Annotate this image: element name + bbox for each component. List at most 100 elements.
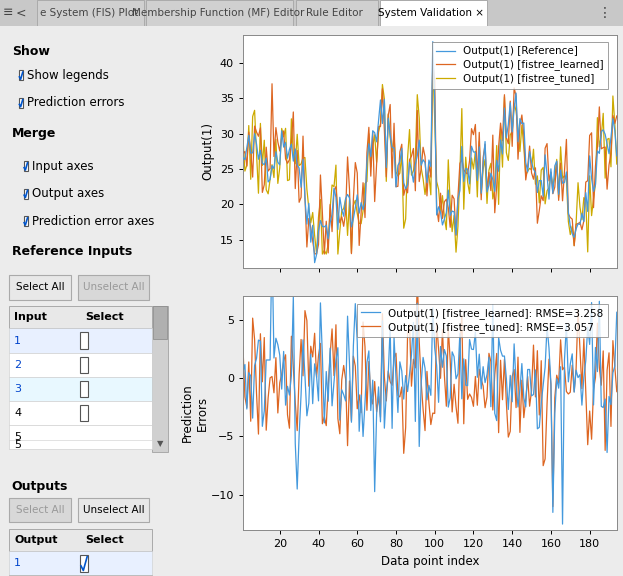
Output(1) [fistree_tuned]: RMSE=3.057: (161, -11): RMSE=3.057: (161, -11) [549,503,556,510]
Y-axis label: Output(1): Output(1) [201,122,214,180]
Output(1) [fistree_learned]: RMSE=3.258: (194, 5.63): RMSE=3.258: (194, 5.63) [613,309,621,316]
Text: Rule Editor: Rule Editor [307,8,363,18]
Bar [24,189,28,199]
Output(1) [fistree_learned] [437,190,444,196]
Bar [24,161,28,171]
Output(1) [fistree_learned]: RMSE=3.258: (42, 1.9): RMSE=3.258: (42, 1.9) [318,353,326,359]
Text: <: < [16,6,26,20]
Bar [37,0,144,26]
Output(1) [Reference] [239,154,247,161]
Output(1) [Reference] [311,259,318,266]
Output(1) [fistree_learned]: RMSE=3.258: (151, -1.41): RMSE=3.258: (151, -1.41) [530,391,537,398]
Text: 1: 1 [14,336,21,346]
FancyBboxPatch shape [9,498,71,522]
Text: Select All: Select All [16,505,65,515]
Legend: Output(1) [Reference], Output(1) [fistree_learned], Output(1) [fistree_tuned]: Output(1) [Reference], Output(1) [fistre… [432,42,608,89]
Text: System Validation ×: System Validation × [378,8,485,18]
Output(1) [fistree_tuned] [318,251,326,257]
Output(1) [fistree_tuned] [239,135,247,142]
Bar [153,306,167,339]
Line: Output(1) [fistree_tuned]: Output(1) [fistree_tuned] [243,63,617,254]
FancyBboxPatch shape [78,275,149,300]
Output(1) [fistree_tuned]: RMSE=3.057: (151, 2.82): RMSE=3.057: (151, 2.82) [530,342,537,348]
Output(1) [fistree_tuned]: RMSE=3.057: (91, 8.62): RMSE=3.057: (91, 8.62) [414,274,421,281]
Bar [9,328,151,353]
Bar [9,425,151,449]
Output(1) [fistree_learned]: RMSE=3.258: (1, 0.52): RMSE=3.258: (1, 0.52) [239,369,247,376]
Bar [9,529,151,551]
Text: ▼: ▼ [156,439,163,449]
Output(1) [fistree_learned]: RMSE=3.258: (16, 11.6): RMSE=3.258: (16, 11.6) [269,240,276,247]
Text: Membership Function (MF) Editor: Membership Function (MF) Editor [132,8,304,18]
Line: Output(1) [Reference]: Output(1) [Reference] [243,41,617,263]
Text: Select: Select [85,312,124,323]
Bar [19,70,23,81]
Bar [151,306,168,452]
Bar [80,332,88,349]
Bar [9,377,151,401]
Output(1) [fistree_learned]: RMSE=3.258: (93, -0.455): RMSE=3.258: (93, -0.455) [417,380,425,387]
Bar [19,98,23,108]
Text: Select All: Select All [16,282,65,292]
Output(1) [fistree_tuned] [543,187,551,194]
Bar [80,381,88,397]
Output(1) [fistree_tuned]: RMSE=3.057: (41, 2.96): RMSE=3.057: (41, 2.96) [316,340,324,347]
Output(1) [fistree_learned]: RMSE=3.258: (102, -2.08): RMSE=3.258: (102, -2.08) [435,399,442,406]
Bar [80,405,88,422]
Output(1) [fistree_tuned] [313,251,320,257]
Output(1) [fistree_learned] [311,251,318,257]
Text: Input axes: Input axes [32,160,93,173]
Output(1) [fistree_tuned] [429,59,437,66]
Line: Output(1) [fistree_learned]: Output(1) [fistree_learned] [243,63,617,254]
Bar [9,440,151,449]
Output(1) [Reference] [429,38,437,45]
Bar [9,401,151,425]
Text: ≡: ≡ [3,6,14,20]
Output(1) [Reference] [437,209,444,216]
Output(1) [fistree_learned] [613,112,621,119]
Text: Prediction errors: Prediction errors [27,96,125,109]
Bar [80,357,88,373]
Output(1) [fistree_learned] [239,150,247,157]
Output(1) [fistree_learned]: RMSE=3.258: (20, 1.95): RMSE=3.258: (20, 1.95) [276,352,283,359]
Output(1) [fistree_tuned]: RMSE=3.057: (93, -0.358): RMSE=3.057: (93, -0.358) [417,379,425,386]
Bar [80,555,88,571]
Text: Show legends: Show legends [27,69,109,82]
Y-axis label: Prediction
Errors: Prediction Errors [181,384,209,442]
Output(1) [fistree_tuned] [613,161,621,168]
Bar [146,0,293,26]
Text: Show: Show [12,45,50,58]
Line: Output(1) [fistree_tuned]: RMSE=3.057: Output(1) [fistree_tuned]: RMSE=3.057 [243,277,617,506]
Bar [24,216,28,226]
Output(1) [Reference] [318,223,326,230]
Text: Merge: Merge [12,127,56,140]
Output(1) [fistree_tuned]: RMSE=3.057: (102, 2.47): RMSE=3.057: (102, 2.47) [435,346,442,353]
Bar [9,353,151,377]
Text: 3: 3 [14,384,21,394]
Text: 1: 1 [14,558,21,569]
Output(1) [fistree_learned]: RMSE=3.258: (166, -12.5): RMSE=3.258: (166, -12.5) [559,521,566,528]
Line: Output(1) [fistree_learned]: RMSE=3.258: Output(1) [fistree_learned]: RMSE=3.258 [243,243,617,524]
Output(1) [Reference] [417,162,425,169]
Text: Outputs: Outputs [12,480,68,492]
Bar [296,0,378,26]
Text: Prediction error axes: Prediction error axes [32,215,155,228]
Text: Input: Input [14,312,47,323]
FancyBboxPatch shape [9,275,71,300]
Text: ⋮: ⋮ [597,6,611,20]
Text: Output: Output [14,535,58,545]
Output(1) [fistree_tuned] [417,164,425,171]
Text: Select: Select [85,535,124,545]
X-axis label: Data point index: Data point index [381,555,479,567]
Output(1) [Reference] [543,172,551,179]
Output(1) [fistree_tuned] [531,181,539,188]
Text: 4: 4 [14,408,21,418]
Text: Output axes: Output axes [32,187,104,200]
FancyBboxPatch shape [78,498,149,522]
Bar [9,306,151,328]
Output(1) [fistree_learned] [429,59,437,66]
Output(1) [fistree_learned] [274,138,282,145]
Output(1) [fistree_tuned]: RMSE=3.057: (157, -6.92): RMSE=3.057: (157, -6.92) [541,456,549,463]
Output(1) [Reference] [613,152,621,159]
Output(1) [Reference] [531,169,539,176]
